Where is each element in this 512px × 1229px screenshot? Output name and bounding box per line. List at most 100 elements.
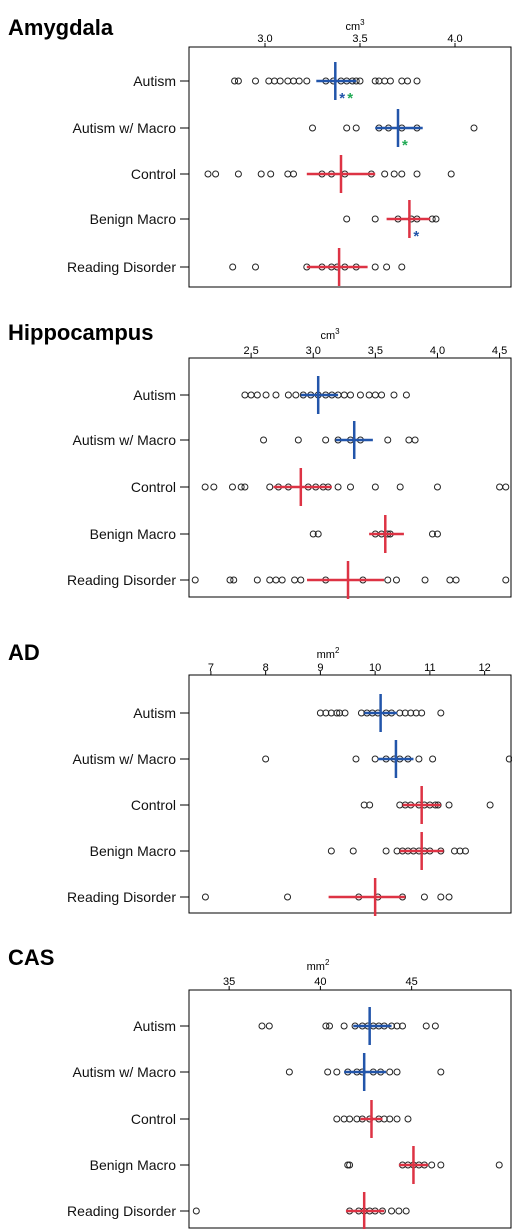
- panel-title: AD: [8, 640, 40, 665]
- category-label: Control: [131, 797, 176, 813]
- data-point: [421, 576, 429, 584]
- data-point: [433, 530, 441, 538]
- data-point: [241, 483, 249, 491]
- data-point: [383, 263, 391, 271]
- data-point: [322, 1022, 330, 1030]
- tick-label: 4.0: [447, 33, 462, 45]
- data-point: [267, 170, 275, 178]
- data-point: [432, 215, 440, 223]
- data-point: [371, 391, 379, 399]
- data-point: [418, 709, 426, 717]
- data-point: [392, 576, 400, 584]
- data-point: [398, 77, 406, 85]
- significance-marker: *: [413, 228, 419, 245]
- data-point: [285, 1068, 293, 1076]
- data-point: [258, 1022, 266, 1030]
- data-point: [445, 893, 453, 901]
- data-point: [347, 391, 354, 399]
- data-point: [247, 391, 255, 399]
- data-point: [294, 436, 302, 444]
- data-point: [429, 755, 437, 763]
- data-point: [393, 1022, 401, 1030]
- tick-label: 3.5: [368, 345, 383, 357]
- data-point: [398, 170, 406, 178]
- data-point: [502, 483, 510, 491]
- category-label: Autism: [133, 705, 176, 721]
- data-point: [360, 801, 368, 809]
- data-point: [384, 576, 392, 584]
- data-point: [276, 77, 284, 85]
- data-point: [290, 77, 297, 85]
- data-point: [386, 1115, 394, 1123]
- data-point: [334, 483, 342, 491]
- data-point: [343, 124, 351, 132]
- data-point: [384, 436, 392, 444]
- tick-label: 10: [369, 662, 381, 674]
- data-point: [502, 576, 510, 584]
- data-point: [393, 1115, 401, 1123]
- data-point: [431, 1022, 439, 1030]
- data-point: [343, 215, 351, 223]
- data-point: [234, 77, 242, 85]
- tick-label: 45: [406, 976, 418, 988]
- data-point: [396, 483, 404, 491]
- data-point: [456, 847, 464, 855]
- category-label: Autism: [133, 1018, 176, 1034]
- data-point: [381, 77, 389, 85]
- data-point: [297, 576, 305, 584]
- data-point: [422, 1022, 430, 1030]
- data-point: [411, 436, 419, 444]
- category-label: Reading Disorder: [67, 1203, 176, 1219]
- data-point: [346, 1115, 354, 1123]
- data-point: [382, 847, 390, 855]
- data-point: [336, 709, 344, 717]
- panel-ad: AD mm2 7 8 9 10 11 12 Autism Autism w/ Macro Contr…: [8, 640, 512, 916]
- panel-cas: CAS mm2 35 40 45 Autism Autism w/ Macro Control…: [8, 945, 512, 1229]
- data-point: [352, 124, 360, 132]
- data-point: [393, 1068, 401, 1076]
- category-label: Reading Disorder: [67, 889, 176, 905]
- tick-label: 4.5: [492, 345, 507, 357]
- data-point: [445, 801, 453, 809]
- plot-frame: [188, 674, 512, 914]
- data-point: [314, 530, 322, 538]
- data-point: [252, 263, 259, 271]
- data-point: [371, 263, 379, 271]
- data-point: [327, 709, 335, 717]
- significance-marker: *: [339, 90, 345, 107]
- data-point: [201, 483, 209, 491]
- data-point: [309, 530, 317, 538]
- tick-label: 35: [223, 976, 235, 988]
- data-point: [390, 391, 398, 399]
- tick-label: 3.0: [306, 345, 321, 357]
- data-point: [266, 576, 274, 584]
- data-point: [386, 1068, 394, 1076]
- data-point: [395, 1207, 403, 1215]
- data-point: [452, 576, 460, 584]
- tick-label: 3.0: [257, 33, 272, 45]
- data-point: [327, 847, 335, 855]
- tick-label: 12: [479, 662, 491, 674]
- data-point: [412, 709, 420, 717]
- data-point: [333, 1115, 341, 1123]
- data-point: [402, 1207, 410, 1215]
- data-point: [366, 801, 374, 809]
- data-point: [378, 391, 386, 399]
- data-point: [347, 483, 354, 491]
- data-point: [309, 124, 316, 132]
- tick-label: 11: [424, 662, 435, 674]
- data-point: [266, 483, 274, 491]
- data-point: [191, 576, 199, 584]
- panel-hippocampus: Hippocampus cm3 2.5 3.0 3.5 4.0 4.5 Autism Autis…: [8, 320, 512, 599]
- data-point: [371, 755, 379, 763]
- data-point: [253, 576, 261, 584]
- data-point: [451, 847, 459, 855]
- data-point: [404, 1115, 412, 1123]
- category-label: Autism w/ Macro: [73, 1064, 177, 1080]
- data-point: [375, 77, 383, 85]
- data-point: [322, 709, 330, 717]
- data-point: [371, 77, 379, 85]
- category-label: Reading Disorder: [67, 572, 176, 588]
- data-point: [292, 391, 300, 399]
